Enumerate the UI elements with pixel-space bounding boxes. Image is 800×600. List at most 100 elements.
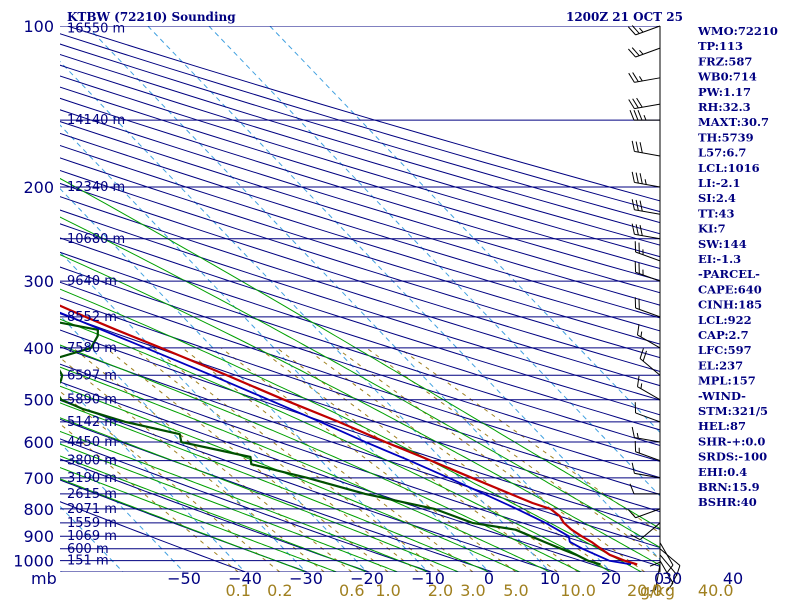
pressure-tick-label: 300 xyxy=(23,272,54,291)
mixing-ratio-line xyxy=(105,347,389,572)
moist-adiabat-line xyxy=(60,430,429,572)
chart-datetime: 1200Z 21 OCT 25 xyxy=(566,10,683,24)
dry-adiabat-line xyxy=(60,313,660,513)
height-labels: 16550 m 14140 m 12340 m 10680 m 9640 m 8552 m… xyxy=(67,21,125,568)
pressure-tick-label: 600 xyxy=(23,433,54,452)
height-label: 7580 m xyxy=(67,341,117,356)
mixing-ratio-tick-label: 0.6 xyxy=(339,581,364,600)
index-item: CAPE:640 xyxy=(698,282,762,296)
wind-barb xyxy=(628,25,661,36)
pressure-tick-label: 700 xyxy=(23,469,54,488)
wind-barb xyxy=(634,241,661,262)
pressure-tick-label: 400 xyxy=(23,339,54,358)
dry-adiabat-line xyxy=(60,281,660,479)
wind-barb xyxy=(634,261,661,282)
pressure-labels: 100 200 300 400 500 600 700 800 900 1000 xyxy=(13,17,54,571)
height-label: 8552 m xyxy=(67,310,117,325)
height-label: 4450 m xyxy=(67,435,117,450)
moist-adiabat-line xyxy=(60,216,660,548)
wind-barb xyxy=(636,375,661,401)
isotherm-line xyxy=(0,26,1,572)
wind-barbs xyxy=(628,25,681,592)
height-label: 3800 m xyxy=(67,454,117,469)
index-item: CINH:185 xyxy=(698,298,762,312)
wind-barb xyxy=(628,508,661,519)
wind-barb xyxy=(631,426,661,443)
index-item: TH:5739 xyxy=(698,130,754,144)
isotherm-line xyxy=(60,251,368,572)
index-item: HEL:87 xyxy=(698,419,746,433)
dry-adiabat-line xyxy=(60,223,660,416)
dry-adiabat-line xyxy=(60,86,660,270)
mixing-ratio-tick-label: 0.2 xyxy=(267,581,292,600)
mixing-ratio-tick-label: 1.0 xyxy=(375,581,400,600)
index-item: SW:144 xyxy=(698,237,747,251)
dry-adiabat-line xyxy=(60,209,660,401)
temperature-tick-label: 20 xyxy=(601,569,621,588)
pressure-unit-label: mb xyxy=(31,569,57,588)
isotherm-line xyxy=(60,315,307,572)
index-item: KI:7 xyxy=(698,222,726,236)
moist-adiabat-line xyxy=(60,402,490,572)
moist-adiabats xyxy=(60,177,660,572)
dry-adiabats xyxy=(60,26,660,572)
height-label: 1069 m xyxy=(67,529,117,544)
index-item: WMO:72210 xyxy=(697,24,778,38)
index-item: MPL:157 xyxy=(698,374,756,388)
dry-adiabat-line xyxy=(60,479,308,572)
isotherm-line xyxy=(269,26,660,434)
moist-adiabat-line xyxy=(60,385,520,572)
index-item: TT:43 xyxy=(698,206,735,220)
wind-barb xyxy=(659,560,674,592)
dry-adiabat-line xyxy=(60,182,660,372)
pressure-tick-label: 900 xyxy=(23,527,54,546)
index-item: LCL:1016 xyxy=(698,161,760,175)
pressure-tick-label: 200 xyxy=(23,178,54,197)
wind-barb xyxy=(631,140,661,157)
index-item: PW:1.17 xyxy=(698,85,751,99)
temperature-tick-label: −10 xyxy=(411,569,445,588)
temperature-tick-label: 40 xyxy=(723,569,743,588)
mixing-ratio-tick-label: 0.1 xyxy=(225,581,250,600)
index-item: EL:237 xyxy=(698,358,743,372)
index-item: SHR-+:0.0 xyxy=(698,434,765,448)
mixing-ratio-line xyxy=(336,347,646,572)
height-label: 12340 m xyxy=(67,180,125,195)
index-item: SRDS:-100 xyxy=(698,450,767,464)
mixing-ratio-line xyxy=(60,423,239,572)
mixing-ratio-line xyxy=(132,347,419,572)
index-item: BSHR:40 xyxy=(698,495,757,509)
pressure-tick-label: 1000 xyxy=(13,552,54,571)
moist-adiabat-line xyxy=(60,467,337,572)
height-label: 14140 m xyxy=(67,113,125,128)
isotherm-line xyxy=(60,60,551,572)
wind-barb xyxy=(650,564,661,592)
moist-adiabat-line xyxy=(60,478,307,572)
isotherm-line xyxy=(86,26,612,572)
wind-barb xyxy=(631,223,661,240)
wind-barb xyxy=(628,97,661,110)
mixing-ratio-line xyxy=(398,347,660,534)
dry-adiabat-line xyxy=(60,329,660,530)
index-item: LFC:597 xyxy=(698,343,752,357)
mixing-ratio-tick-label: 40.0 xyxy=(698,581,734,600)
index-item: -WIND- xyxy=(698,389,746,403)
moist-adiabat-line xyxy=(60,455,368,572)
wind-barb xyxy=(634,402,661,423)
dry-adiabat-line xyxy=(60,458,370,572)
index-item: BRN:15.9 xyxy=(698,480,760,494)
dry-adiabat-line xyxy=(60,196,660,387)
dry-adiabat-line xyxy=(60,121,660,306)
index-item: STM:321/5 xyxy=(698,404,768,418)
temperature-tick-label: 10 xyxy=(540,569,560,588)
dewpoint-profile-line xyxy=(60,321,601,566)
moist-adiabat-line xyxy=(60,254,660,566)
dry-adiabat-line xyxy=(60,53,660,235)
dry-adiabat-line xyxy=(60,346,660,549)
mixing-ratio-unit-label: g/kg xyxy=(640,581,675,600)
index-item: LI:-2.1 xyxy=(698,176,741,190)
wind-barb xyxy=(630,522,661,541)
height-label: 16550 m xyxy=(67,21,125,36)
height-label: 9640 m xyxy=(67,274,117,289)
